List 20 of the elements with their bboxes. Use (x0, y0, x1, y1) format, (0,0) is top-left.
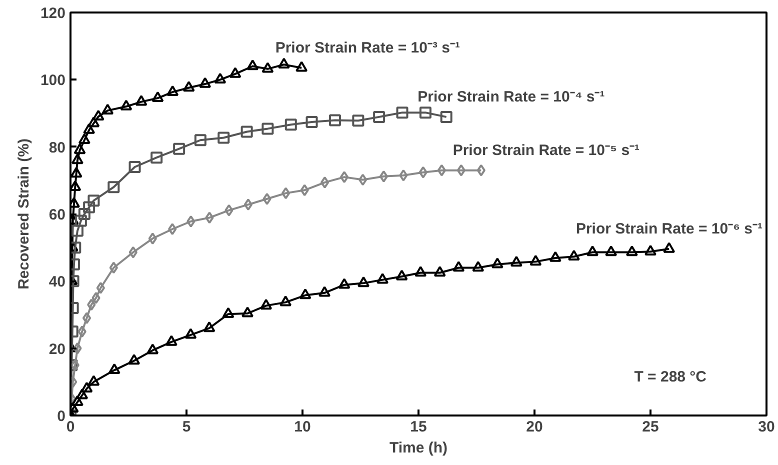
series-label: Prior Strain Rate = 10⁻⁵ s⁻¹ (452, 142, 640, 159)
y-tick-label: 40 (48, 274, 66, 291)
series-label: Prior Strain Rate = 10⁻³ s⁻¹ (275, 39, 460, 56)
y-tick-label: 100 (40, 72, 66, 90)
series-label: Prior Strain Rate = 10⁻⁴ s⁻¹ (418, 88, 605, 106)
x-tick-label: 20 (526, 418, 543, 436)
x-tick-label: 5 (182, 418, 191, 436)
y-tick-label: 20 (48, 340, 66, 358)
x-tick-label: 30 (758, 418, 775, 436)
x-axis-title: Time (h) (389, 440, 448, 456)
y-tick-label: 0 (57, 408, 66, 425)
x-tick-label: 25 (642, 418, 659, 436)
x-tick-label: 10 (294, 418, 311, 436)
y-tick-label: 80 (48, 139, 66, 156)
series-label: Prior Strain Rate = 10⁻⁶ s⁻¹ (576, 220, 763, 238)
annotation: T = 288 °C (634, 368, 707, 386)
x-tick-label: 15 (410, 418, 427, 436)
y-tick-label: 60 (48, 206, 66, 224)
y-axis-title: Recovered Strain (%) (15, 138, 32, 290)
y-tick-label: 120 (40, 5, 66, 22)
